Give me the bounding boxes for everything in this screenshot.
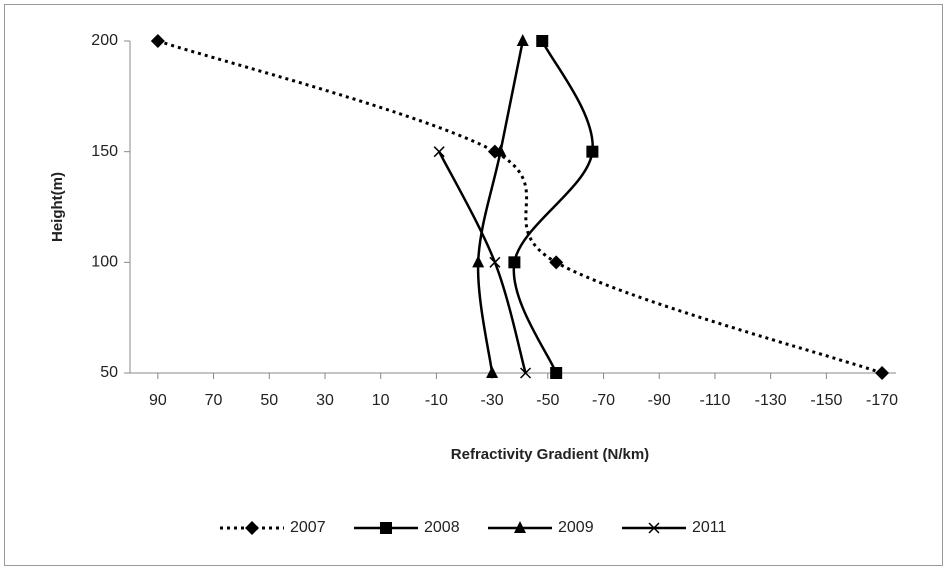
x-tick-label: 70 xyxy=(205,392,223,409)
x-tick-label: 10 xyxy=(372,392,390,409)
x-tick-label: -90 xyxy=(648,392,671,409)
y-tick-label: 150 xyxy=(91,143,118,160)
marker xyxy=(549,255,564,270)
legend-label: 2007 xyxy=(290,519,326,536)
x-tick-label: -110 xyxy=(700,392,731,409)
legend-marker xyxy=(514,521,526,533)
marker xyxy=(508,256,521,269)
marker xyxy=(550,367,563,379)
series-line xyxy=(476,40,524,374)
x-tick-label: 90 xyxy=(149,392,167,409)
y-axis-title: Height(m) xyxy=(49,172,66,242)
legend-marker xyxy=(648,522,660,534)
marker xyxy=(875,366,890,380)
marker xyxy=(494,144,507,157)
x-tick-label: -150 xyxy=(810,392,842,409)
x-tick-label: -50 xyxy=(536,392,559,409)
x-tick-label: -170 xyxy=(866,392,898,409)
marker xyxy=(536,35,549,47)
x-tick-label: -130 xyxy=(755,392,787,409)
legend-marker xyxy=(380,522,392,534)
x-tick-label: -10 xyxy=(425,392,448,409)
marker xyxy=(486,366,499,378)
marker xyxy=(433,146,445,158)
y-tick-label: 200 xyxy=(91,32,118,49)
marker xyxy=(520,367,532,379)
x-tick-label: 30 xyxy=(316,392,334,409)
y-tick-label: 100 xyxy=(91,254,118,271)
series-line xyxy=(157,39,883,375)
x-tick-label: -70 xyxy=(592,392,615,409)
legend-label: 2009 xyxy=(558,519,594,536)
marker xyxy=(489,256,501,268)
marker xyxy=(586,145,599,158)
y-tick-label: 50 xyxy=(100,364,118,381)
legend-label: 2011 xyxy=(692,519,727,536)
marker xyxy=(516,34,529,46)
x-axis-title: Refractivity Gradient (N/km) xyxy=(451,446,649,463)
marker xyxy=(150,34,165,48)
legend-label: 2008 xyxy=(424,519,460,536)
legend-marker xyxy=(245,521,259,535)
x-tick-label: -30 xyxy=(481,392,504,409)
marker xyxy=(472,255,485,268)
series-line xyxy=(512,40,594,374)
x-tick-label: 50 xyxy=(260,392,278,409)
chart-border xyxy=(4,4,943,566)
